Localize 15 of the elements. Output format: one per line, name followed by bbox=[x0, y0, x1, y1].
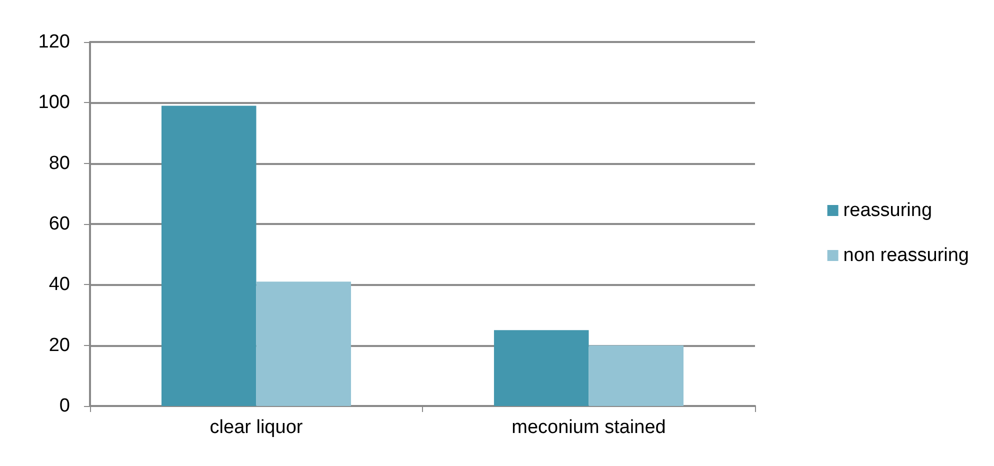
legend-label: non reassuring bbox=[843, 245, 970, 266]
bar bbox=[161, 106, 256, 406]
y-tick-label: 40 bbox=[48, 274, 70, 296]
y-tick-label: 80 bbox=[48, 152, 70, 174]
bar bbox=[256, 282, 352, 406]
x-tick-label: clear liquor bbox=[210, 417, 304, 438]
x-tick-label: meconium stained bbox=[512, 417, 666, 438]
y-tick-label: 20 bbox=[48, 334, 70, 356]
legend-label: reassuring bbox=[843, 200, 932, 221]
y-tick-label: 0 bbox=[59, 396, 70, 416]
bar bbox=[588, 345, 684, 406]
bar bbox=[494, 330, 589, 406]
y-tick-label: 120 bbox=[38, 32, 70, 52]
y-tick-label: 100 bbox=[38, 92, 70, 114]
y-tick-label: 60 bbox=[48, 214, 70, 234]
